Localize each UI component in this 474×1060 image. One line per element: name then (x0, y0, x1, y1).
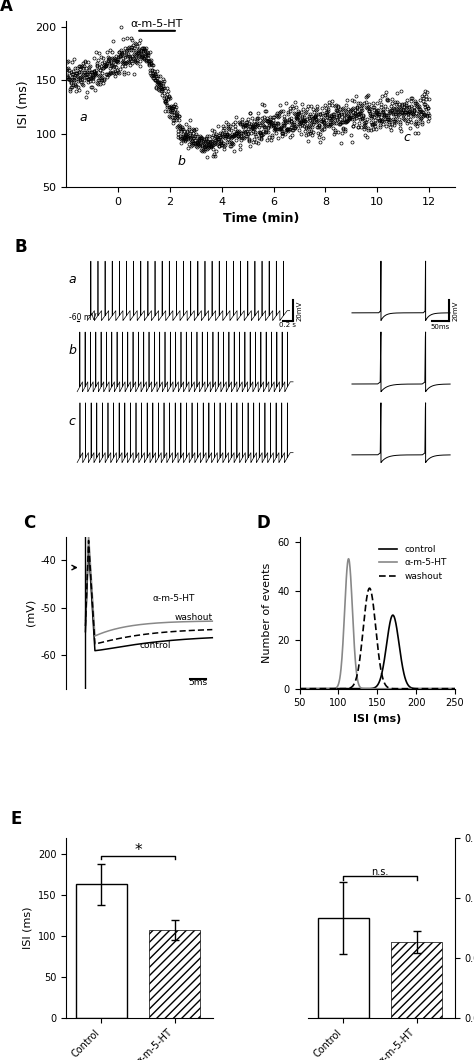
Text: α-m-5-HT: α-m-5-HT (152, 594, 194, 603)
control (372, 682, 377, 694)
Text: *: * (134, 843, 142, 859)
washout (390, 683, 395, 695)
α-m-5-HT (390, 683, 395, 695)
Y-axis label: (mV): (mV) (25, 599, 35, 626)
control (371, 682, 376, 694)
Bar (318, 918, 369, 1018)
control (390, 608, 396, 621)
Text: D: D (256, 513, 270, 531)
Text: A: A (0, 0, 13, 15)
Text: 20mV: 20mV (296, 300, 302, 320)
Text: n.s.: n.s. (372, 867, 389, 877)
Y-axis label: Number of events: Number of events (262, 563, 272, 662)
Y-axis label: ISI (ms): ISI (ms) (17, 81, 30, 128)
Text: c: c (69, 414, 76, 428)
Line: control: control (300, 615, 455, 689)
α-m-5-HT (297, 683, 302, 695)
control (449, 683, 455, 695)
washout (372, 611, 377, 623)
α-m-5-HT (424, 683, 430, 695)
Text: c: c (403, 131, 410, 144)
X-axis label: Time (min): Time (min) (222, 212, 299, 226)
Text: a: a (79, 110, 87, 124)
Bar (149, 931, 201, 1018)
control (297, 683, 302, 695)
Y-axis label: ISI (ms): ISI (ms) (23, 906, 33, 949)
α-m-5-HT (452, 683, 458, 695)
α-m-5-HT (346, 552, 351, 565)
Text: washout: washout (174, 613, 212, 622)
Text: -60 mV: -60 mV (69, 313, 96, 322)
α-m-5-HT (381, 683, 387, 695)
Text: b: b (69, 344, 77, 357)
control (381, 657, 386, 670)
Text: B: B (14, 237, 27, 255)
Bar (391, 942, 442, 1018)
Text: E: E (10, 810, 22, 828)
Text: 20mV: 20mV (453, 300, 459, 320)
control (389, 610, 395, 622)
Text: 5ms: 5ms (189, 678, 208, 687)
control (424, 683, 430, 695)
α-m-5-HT (372, 683, 377, 695)
Legend: control, α-m-5-HT, washout: control, α-m-5-HT, washout (376, 542, 450, 584)
Text: control: control (139, 641, 171, 651)
Text: α-m-5-HT: α-m-5-HT (131, 19, 183, 30)
Bar (76, 884, 127, 1018)
washout (371, 602, 376, 615)
washout (367, 582, 373, 595)
Text: 50ms: 50ms (431, 323, 450, 330)
Text: 0.2 s: 0.2 s (279, 322, 296, 329)
α-m-5-HT (371, 683, 376, 695)
Line: washout: washout (300, 588, 455, 689)
X-axis label: ISI (ms): ISI (ms) (353, 714, 401, 724)
Text: C: C (23, 513, 35, 531)
washout (297, 683, 302, 695)
washout (452, 683, 458, 695)
α-m-5-HT (449, 683, 455, 695)
Text: a: a (69, 273, 76, 286)
Text: b: b (178, 155, 186, 167)
washout (381, 675, 387, 688)
washout (424, 683, 430, 695)
control (452, 683, 458, 695)
Line: α-m-5-HT: α-m-5-HT (300, 559, 455, 689)
washout (449, 683, 455, 695)
